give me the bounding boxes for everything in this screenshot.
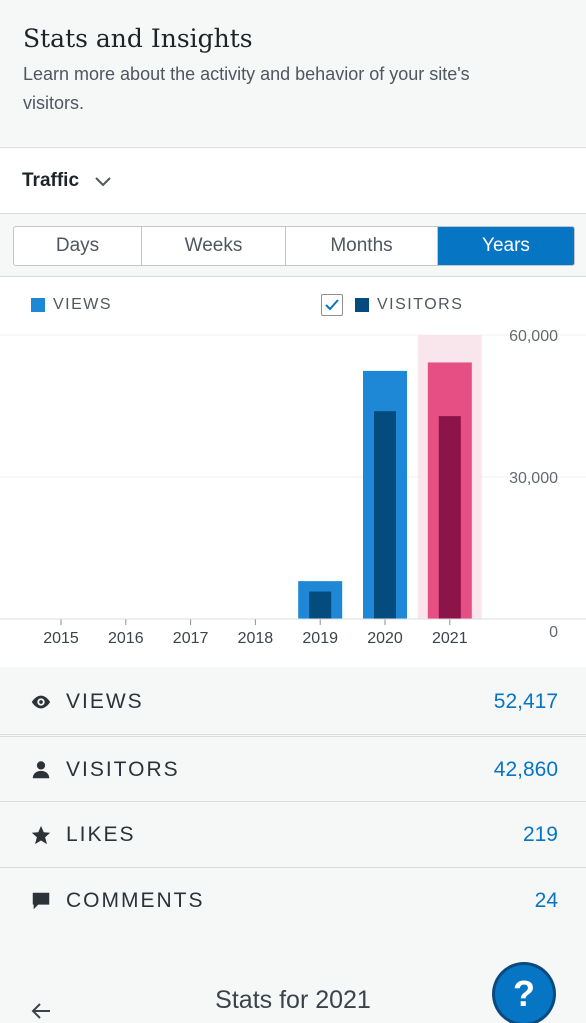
legend-views-label: VIEWS <box>53 296 113 313</box>
help-label: ? <box>513 973 535 1014</box>
tab-months[interactable]: Months <box>286 227 438 265</box>
stat-row-visitors[interactable]: VISITORS 42,860 <box>0 736 586 802</box>
tab-months-label: Months <box>330 235 393 256</box>
bar-visitors <box>374 411 396 619</box>
chart-plot[interactable]: 0 30,000 60,000 2015 2016 2017 2018 2019 2020 202… <box>0 277 586 667</box>
period-title: Stats for 2021 <box>215 986 371 1014</box>
y-tick-label: 30,000 <box>509 470 558 487</box>
chevron-down-icon <box>95 177 111 187</box>
tab-days[interactable]: Days <box>14 227 142 265</box>
views-swatch <box>31 298 45 312</box>
x-tick-label: 2020 <box>367 630 403 647</box>
y-tick-label: 0 <box>549 624 558 641</box>
stat-row-likes[interactable]: LIKES 219 <box>0 802 586 868</box>
x-tick-label: 2019 <box>302 630 338 647</box>
tab-years-label: Years <box>482 235 530 256</box>
stats-chart: VIEWS VISITORS 0 30,000 60,000 2015 2016 2017… <box>0 277 586 667</box>
person-icon <box>32 761 50 779</box>
stat-row-views[interactable]: VIEWS 52,417 <box>0 669 586 735</box>
stat-value-visitors: 42,860 <box>493 758 558 781</box>
legend-visitors-label: VISITORS <box>377 296 464 313</box>
bar-visitors <box>309 591 332 619</box>
stat-label-views: VIEWS <box>66 690 144 713</box>
y-tick-label: 60,000 <box>509 328 558 345</box>
stat-value-comments: 24 <box>534 889 558 912</box>
help-button[interactable]: ? <box>495 965 553 1023</box>
traffic-label: Traffic <box>22 170 80 191</box>
x-tick-label: 2016 <box>108 630 144 647</box>
page-subtitle: Learn more about the activity and behavi… <box>23 64 470 113</box>
stat-label-comments: COMMENTS <box>66 889 205 912</box>
tab-weeks[interactable]: Weeks <box>142 227 286 265</box>
page-title: Stats and Insights <box>23 24 253 53</box>
tab-weeks-label: Weeks <box>184 235 243 256</box>
stat-value-views: 52,417 <box>493 690 558 713</box>
tab-days-label: Days <box>55 235 100 256</box>
bar-visitors <box>438 416 461 619</box>
period-tabs-bar: Days Weeks Months Years <box>0 214 586 277</box>
x-tick-label: 2017 <box>173 630 209 647</box>
period-tabs: Days Weeks Months Years <box>13 226 575 266</box>
stat-value-likes: 219 <box>522 823 558 846</box>
comment-icon <box>32 892 50 910</box>
stat-label-visitors: VISITORS <box>66 758 180 781</box>
stat-row-comments[interactable]: COMMENTS 24 <box>0 868 586 934</box>
stat-label-likes: LIKES <box>66 823 136 846</box>
x-tick-label: 2021 <box>432 630 468 647</box>
eye-icon <box>31 695 51 709</box>
legend-views: VIEWS <box>31 296 112 314</box>
star-icon <box>31 825 51 845</box>
x-tick-label: 2018 <box>238 630 274 647</box>
traffic-selector[interactable]: Traffic <box>0 147 586 214</box>
page-header: Stats and Insights Learn more about the … <box>0 0 586 147</box>
arrow-left-icon[interactable] <box>30 1001 52 1021</box>
footer-bar: Stats for 2021 <box>0 933 586 1023</box>
x-tick-label: 2015 <box>43 630 79 647</box>
visitors-checkbox[interactable] <box>321 294 343 316</box>
tab-years[interactable]: Years <box>438 227 574 265</box>
legend-visitors[interactable]: VISITORS <box>321 294 463 316</box>
visitors-swatch <box>355 298 369 312</box>
checkmark-icon <box>325 299 339 311</box>
